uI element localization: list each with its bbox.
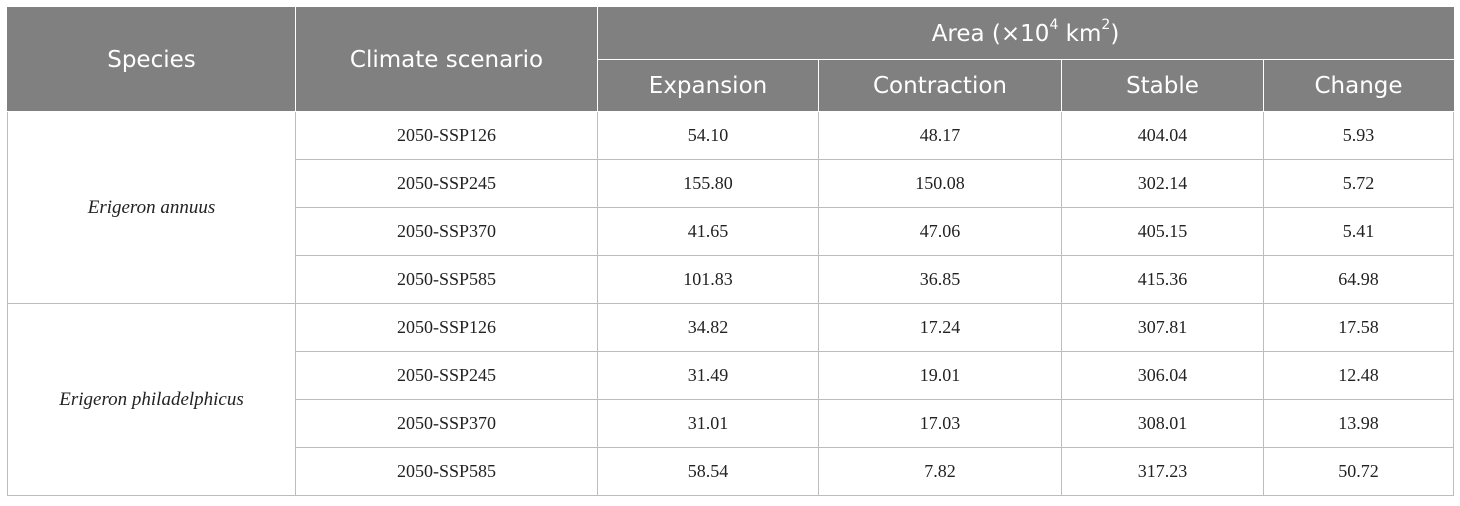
change-cell: 17.58 [1262, 303, 1455, 352]
contraction-cell: 150.08 [818, 159, 1062, 208]
contraction-cell: 48.17 [818, 111, 1062, 160]
scenario-cell: 2050-SSP245 [295, 159, 598, 208]
expansion-cell: 58.54 [597, 447, 819, 496]
header-area-suffix: ) [1110, 20, 1120, 47]
scenario-cell: 2050-SSP370 [295, 207, 598, 256]
contraction-cell: 19.01 [818, 351, 1062, 400]
scenario-cell: 2050-SSP585 [295, 255, 598, 304]
change-cell: 5.93 [1262, 111, 1455, 160]
scenario-cell: 2050-SSP370 [295, 399, 598, 448]
stable-cell: 415.36 [1061, 255, 1264, 304]
header-species: Species [7, 7, 296, 112]
expansion-cell: 101.83 [597, 255, 819, 304]
header-contraction: Contraction [818, 59, 1062, 112]
table-row: 2050-SSP370 41.65 47.06 405.15 5.41 [8, 207, 1455, 256]
table-row: Erigeron annuus 2050-SSP126 54.10 48.17 … [7, 111, 1455, 304]
header-area-exp2: 2 [1101, 16, 1111, 33]
table-header: Species Climate scenario Area (×104 km2)… [7, 7, 1455, 112]
area-change-table: Species Climate scenario Area (×104 km2)… [7, 7, 1455, 496]
table-row: 2050-SSP370 31.01 17.03 308.01 13.98 [8, 399, 1455, 448]
contraction-cell: 47.06 [818, 207, 1062, 256]
scenario-cell: 2050-SSP126 [295, 111, 598, 160]
header-climate-scenario: Climate scenario [295, 7, 598, 112]
stable-cell: 307.81 [1061, 303, 1264, 352]
header-expansion: Expansion [597, 59, 819, 112]
expansion-cell: 31.01 [597, 399, 819, 448]
expansion-cell: 34.82 [597, 303, 819, 352]
header-change: Change [1262, 59, 1455, 112]
scenario-cell: 2050-SSP245 [295, 351, 598, 400]
change-cell: 12.48 [1262, 351, 1455, 400]
contraction-cell: 17.03 [818, 399, 1062, 448]
stable-cell: 404.04 [1061, 111, 1264, 160]
table-row: 2050-SSP585 101.83 36.85 415.36 64.98 [8, 255, 1455, 304]
table-row: Erigeron philadelphicus 2050-SSP126 34.8… [7, 303, 1455, 496]
expansion-cell: 155.80 [597, 159, 819, 208]
scenario-cell: 2050-SSP126 [295, 303, 598, 352]
change-cell: 64.98 [1262, 255, 1455, 304]
stable-cell: 317.23 [1061, 447, 1264, 496]
table-row: 2050-SSP585 58.54 7.82 317.23 50.72 [8, 447, 1455, 496]
header-area-prefix: Area (×10 [931, 20, 1050, 47]
change-cell: 13.98 [1262, 399, 1455, 448]
change-cell: 50.72 [1262, 447, 1455, 496]
table-row: 2050-SSP245 31.49 19.01 306.04 12.48 [8, 351, 1455, 400]
stable-cell: 302.14 [1061, 159, 1264, 208]
scenario-cell: 2050-SSP585 [295, 447, 598, 496]
species-cell: Erigeron philadelphicus [7, 303, 296, 496]
header-area-mid: km [1058, 20, 1102, 47]
species-cell: Erigeron annuus [7, 111, 296, 304]
header-stable: Stable [1061, 59, 1264, 112]
table-container: Species Climate scenario Area (×104 km2)… [7, 7, 1455, 496]
expansion-cell: 31.49 [597, 351, 819, 400]
stable-cell: 308.01 [1061, 399, 1264, 448]
stable-cell: 405.15 [1061, 207, 1264, 256]
stable-cell: 306.04 [1061, 351, 1264, 400]
expansion-cell: 41.65 [597, 207, 819, 256]
contraction-cell: 36.85 [818, 255, 1062, 304]
table-row: 2050-SSP245 155.80 150.08 302.14 5.72 [8, 159, 1455, 208]
change-cell: 5.41 [1262, 207, 1455, 256]
contraction-cell: 7.82 [818, 447, 1062, 496]
table-body: Erigeron annuus 2050-SSP126 54.10 48.17 … [7, 111, 1455, 496]
header-area-exp1: 4 [1049, 16, 1059, 33]
change-cell: 5.72 [1262, 159, 1455, 208]
header-area: Area (×104 km2) [596, 7, 1455, 60]
contraction-cell: 17.24 [818, 303, 1062, 352]
expansion-cell: 54.10 [597, 111, 819, 160]
